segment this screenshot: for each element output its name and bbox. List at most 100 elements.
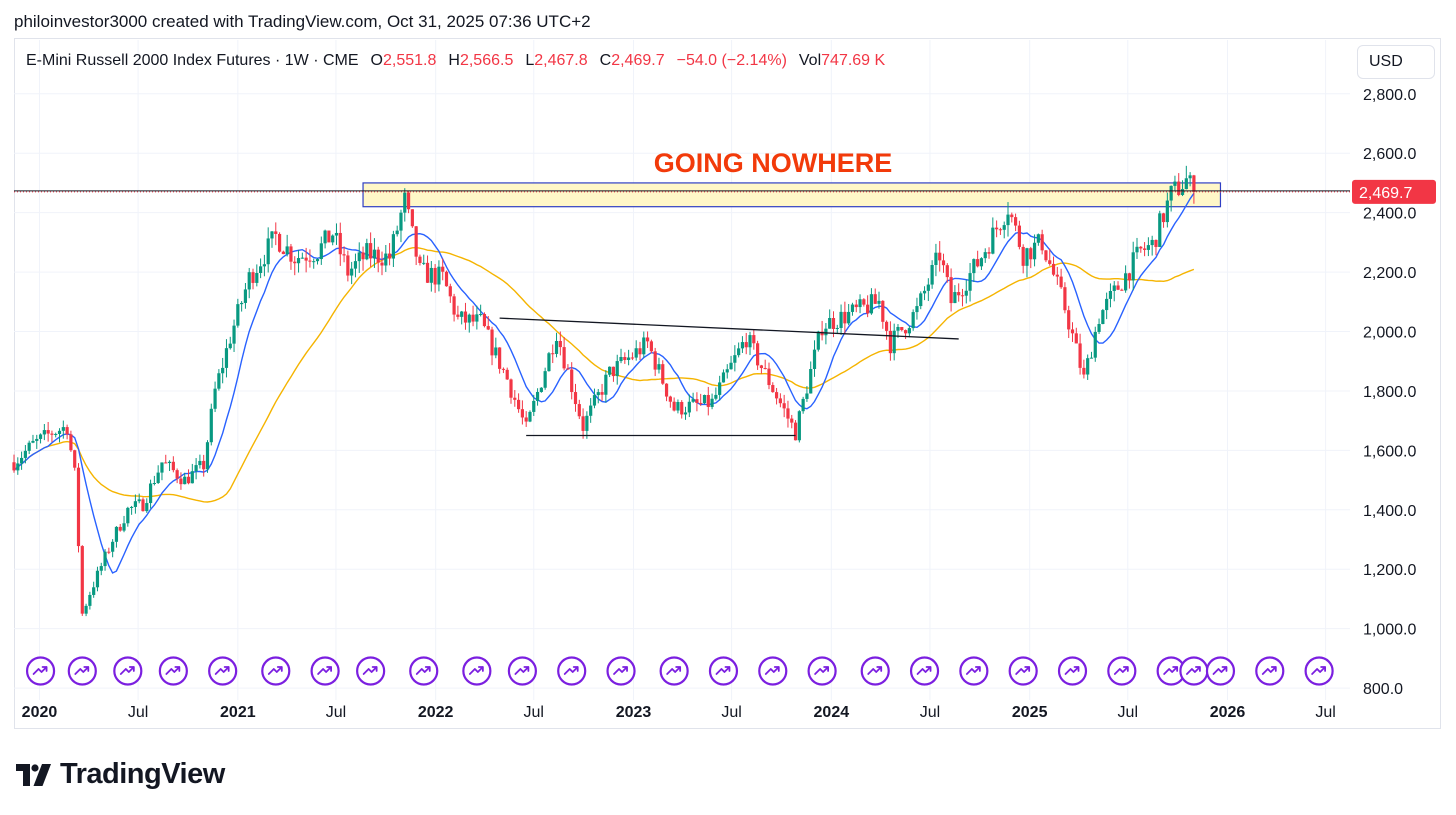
candle (1139, 245, 1143, 253)
event-marker-icon[interactable] (606, 656, 636, 686)
tradingview-logo[interactable]: TradingView (16, 758, 225, 791)
candles (12, 165, 1196, 617)
candle (1116, 281, 1120, 291)
candle (107, 547, 111, 555)
event-marker-icon[interactable] (959, 656, 989, 686)
candle (547, 351, 551, 372)
candle (543, 367, 547, 390)
candle (152, 475, 156, 486)
candle (433, 264, 437, 293)
candle (1180, 180, 1185, 197)
candle (190, 463, 194, 484)
candle (88, 591, 92, 610)
candle (623, 352, 627, 364)
x-tick-label: Jul (1315, 704, 1335, 721)
candle (668, 395, 672, 408)
candle (1093, 326, 1097, 362)
event-marker-icon[interactable] (557, 656, 587, 686)
event-marker-icon[interactable] (462, 656, 492, 686)
candle (342, 246, 346, 263)
candle (930, 260, 934, 289)
candle (463, 302, 468, 330)
trendline[interactable] (499, 317, 959, 340)
candle (524, 411, 528, 427)
candle (854, 299, 858, 313)
candle (361, 246, 365, 271)
candle (456, 305, 460, 320)
event-marker-icon[interactable] (356, 656, 386, 686)
candle (1105, 292, 1109, 320)
candle (968, 263, 972, 302)
event-marker-icon[interactable] (1107, 656, 1137, 686)
event-marker-icon[interactable] (261, 656, 291, 686)
candle (217, 369, 221, 391)
candle (232, 319, 236, 352)
event-marker-icon[interactable] (208, 656, 238, 686)
event-marker-icon[interactable] (1057, 656, 1088, 686)
event-marker-icon[interactable] (860, 656, 890, 686)
candle (752, 329, 756, 350)
event-marker-icon[interactable] (310, 656, 340, 686)
resistance-zone[interactable] (362, 182, 1222, 208)
candle (240, 301, 244, 312)
event-marker-icon[interactable] (1179, 656, 1209, 686)
candle (979, 257, 984, 270)
last-price-label: 2,469.7 (1359, 185, 1412, 202)
event-marker-icon[interactable] (659, 656, 689, 686)
event-marker-icon[interactable] (113, 656, 143, 686)
candle (539, 387, 543, 393)
candle (1146, 237, 1150, 257)
event-marker-icon[interactable] (1156, 656, 1186, 686)
candle (820, 320, 824, 341)
candle (748, 331, 752, 356)
event-marker-icon[interactable] (909, 656, 940, 686)
event-marker-icon[interactable] (807, 656, 837, 686)
candle (1059, 268, 1063, 289)
candle (251, 268, 255, 290)
candle (114, 526, 119, 548)
candle (262, 254, 266, 277)
x-tick-label: 2022 (418, 704, 454, 721)
event-marker-icon[interactable] (758, 656, 788, 686)
event-marker-icon[interactable] (409, 656, 439, 686)
fast-moving-average-line (13, 192, 1195, 574)
candle (1036, 233, 1040, 246)
candle (380, 251, 384, 276)
candle (118, 523, 122, 532)
candle (763, 359, 767, 370)
candle (141, 497, 145, 512)
candle (369, 232, 373, 267)
candle (520, 400, 524, 425)
event-marker-icon[interactable] (708, 656, 739, 686)
candle (19, 451, 24, 470)
event-marker-icon[interactable] (1304, 656, 1334, 686)
candle (323, 229, 327, 249)
event-marker-icon[interactable] (507, 656, 537, 686)
publisher-credit: philoinvestor3000 created with TradingVi… (14, 12, 591, 31)
candle (558, 331, 562, 356)
candle (1025, 247, 1029, 278)
candle (528, 410, 532, 423)
event-marker-icon[interactable] (1255, 656, 1285, 686)
candle (205, 440, 210, 473)
candle (797, 410, 801, 443)
candle (57, 428, 62, 443)
event-marker-icon[interactable] (1008, 656, 1038, 686)
candle (516, 393, 521, 413)
candle (194, 458, 198, 480)
event-marker-icon[interactable] (25, 656, 56, 686)
currency-button[interactable]: USD (1357, 45, 1435, 79)
candle (1051, 256, 1056, 277)
event-marker-icon[interactable] (158, 656, 188, 686)
candle (809, 361, 813, 394)
grid-lines (14, 40, 1350, 700)
event-marker-icon[interactable] (67, 656, 97, 686)
candle (1021, 244, 1025, 274)
event-marker-icon[interactable] (1205, 656, 1236, 686)
candle (892, 323, 896, 361)
candle (133, 494, 138, 514)
symbol-name[interactable]: E-Mini Russell 2000 Index Futures · 1W ·… (26, 52, 359, 69)
y-tick-label: 1,600.0 (1363, 443, 1416, 460)
candle (95, 566, 100, 592)
